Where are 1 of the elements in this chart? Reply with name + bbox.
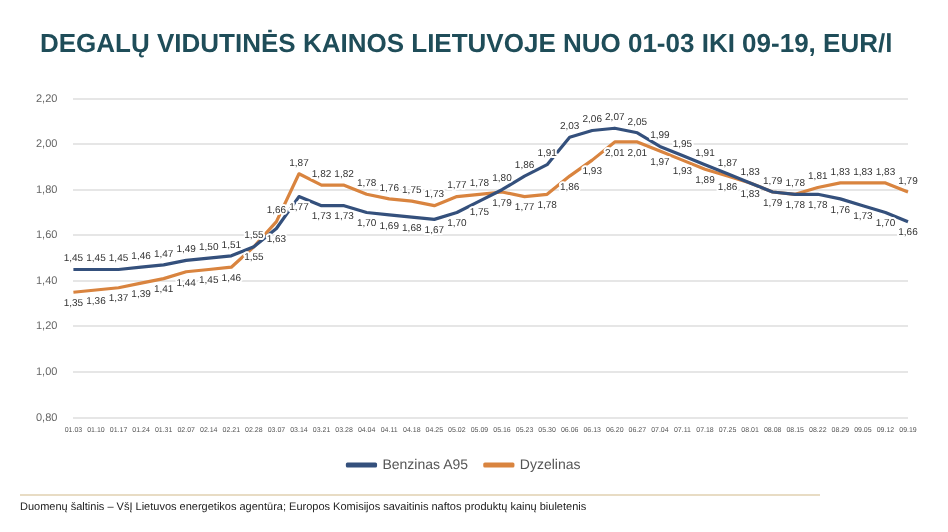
chart-title: DEGALŲ VIDUTINĖS KAINOS LIETUVOJE NUO 01-03 IKI 09-19, EUR/l [40,28,893,58]
